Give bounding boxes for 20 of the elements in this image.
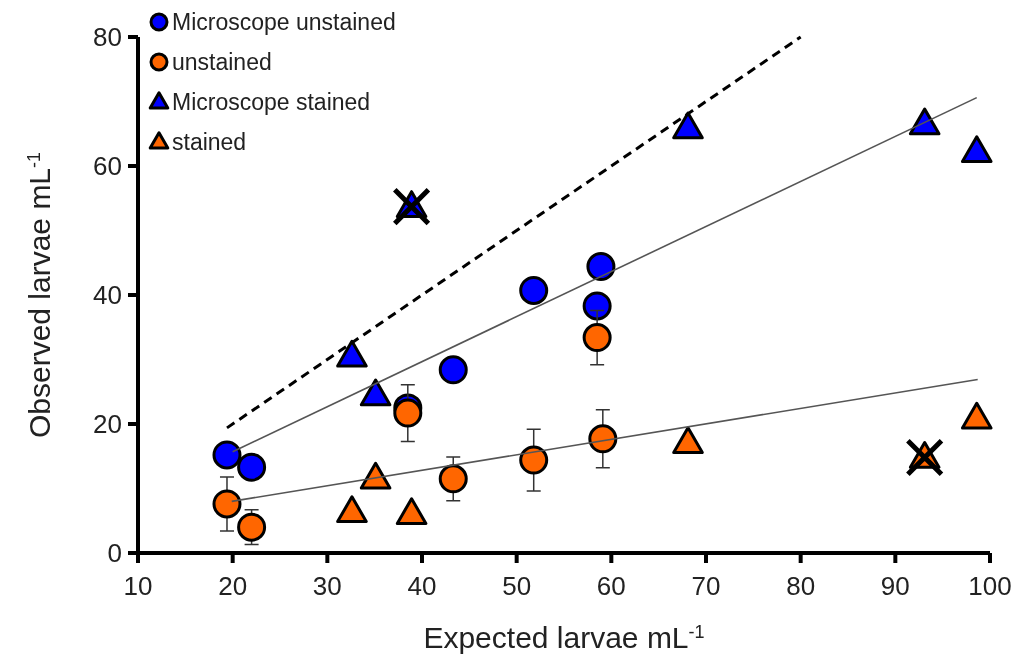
x-axis-title: Expected larvae mL$^{-1}$: [423, 621, 705, 654]
x-tick-label: 80: [786, 571, 816, 601]
legend-label: Microscope stained: [172, 89, 371, 115]
x-tick-label: 90: [880, 571, 910, 601]
legend-label: stained: [172, 129, 247, 155]
y-tick-label: 60: [93, 151, 122, 181]
x-tick-label: 70: [691, 571, 721, 601]
x-tick-label: 60: [596, 571, 626, 601]
x-tick-label: 20: [218, 571, 248, 601]
legend-label: Microscope unstained: [172, 9, 396, 35]
y-tick-label: 20: [93, 409, 122, 439]
y-tick-label: 40: [93, 280, 122, 310]
x-tick-label: 30: [312, 571, 342, 601]
x-tick-label: 100: [968, 571, 1012, 601]
legend-label: unstained: [172, 49, 272, 75]
x-tick-label: 50: [502, 571, 532, 601]
x-tick-label: 40: [407, 571, 437, 601]
y-tick-label: 80: [93, 22, 122, 52]
y-tick-label: 0: [107, 538, 122, 568]
x-tick-label: 10: [123, 571, 153, 601]
